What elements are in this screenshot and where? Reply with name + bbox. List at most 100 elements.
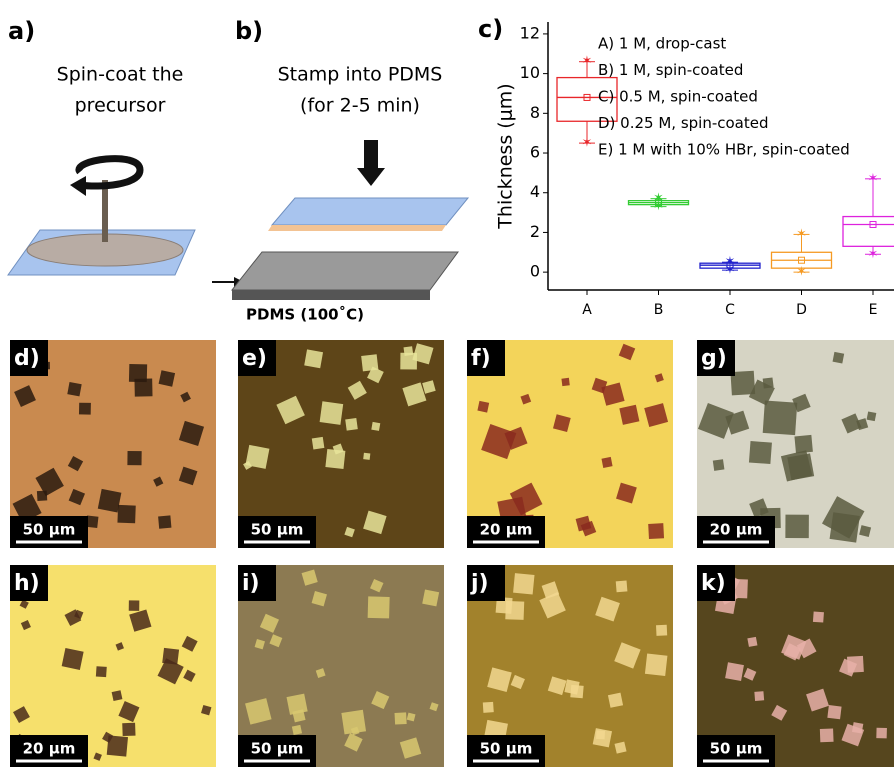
scale-label: 20 μm	[480, 521, 533, 539]
crystal	[477, 401, 489, 413]
crystal	[830, 512, 860, 542]
crystal	[395, 712, 407, 724]
crystal	[129, 600, 140, 611]
y-tick-label: 2	[530, 222, 540, 241]
y-tick-label: 4	[530, 182, 540, 201]
crystal	[645, 654, 668, 677]
crystal	[363, 453, 370, 460]
x-tick-label: E	[869, 302, 878, 318]
crystal	[754, 691, 764, 701]
crystal	[112, 690, 123, 701]
precursor-layer	[268, 225, 446, 231]
crystal	[593, 728, 612, 747]
scale-label: 20 μm	[710, 521, 763, 539]
outlier-mark: ✶	[868, 171, 879, 186]
crystal	[867, 411, 877, 421]
crystal	[787, 453, 814, 480]
scale-label: 50 μm	[251, 521, 304, 539]
x-tick-label: A	[582, 302, 592, 318]
crystal	[513, 573, 534, 594]
crystal	[749, 441, 772, 464]
panel-label: a)	[8, 17, 35, 45]
crystal	[162, 648, 179, 665]
scale-label: 50 μm	[480, 740, 533, 758]
crystal	[341, 710, 366, 735]
panel-label: e)	[242, 346, 267, 371]
x-tick-label: C	[725, 302, 735, 318]
panel-label: k)	[701, 571, 726, 596]
caption: Stamp into PDMS	[278, 64, 443, 86]
crystal	[127, 451, 141, 465]
crystal	[561, 378, 569, 386]
crystal	[747, 637, 757, 647]
crystal	[96, 666, 107, 677]
panel-label: f)	[471, 346, 491, 371]
pdms-edge	[232, 290, 430, 300]
outlier-mark: ✶	[582, 136, 593, 151]
outlier-mark: ✶	[582, 54, 593, 69]
caption: (for 2-5 min)	[300, 95, 420, 117]
crystal	[570, 685, 583, 698]
panel-label: j)	[470, 571, 489, 596]
legend-entry: D) 0.25 M, spin-coated	[598, 114, 769, 132]
crystal	[648, 523, 664, 539]
crystal	[616, 581, 628, 593]
outlier-mark: ✶	[796, 227, 807, 242]
stamp-layer	[272, 198, 468, 225]
crystal	[876, 728, 887, 739]
x-tick-label: D	[796, 302, 807, 318]
crystal	[159, 370, 175, 386]
rotation-arrow	[79, 159, 140, 186]
crystal	[345, 418, 358, 431]
x-tick-label: B	[654, 302, 664, 318]
crystal	[158, 515, 171, 528]
crystal	[304, 349, 323, 368]
panel-label: i)	[242, 571, 260, 596]
crystal	[852, 722, 863, 733]
crystal	[122, 723, 135, 736]
outlier-mark: ✶	[653, 199, 664, 214]
crystal	[79, 403, 91, 415]
legend-entry: E) 1 M with 10% HBr, spin-coated	[598, 141, 850, 159]
crystal	[422, 589, 439, 606]
crystal	[320, 401, 344, 425]
crystal	[292, 725, 302, 735]
legend-entry: A) 1 M, drop-cast	[598, 35, 726, 53]
press-arrow	[364, 140, 378, 170]
y-tick-label: 10	[520, 63, 540, 82]
arrowhead	[357, 168, 385, 186]
crystal	[813, 612, 824, 623]
crystal	[763, 377, 774, 388]
box	[843, 217, 894, 247]
outlier-mark: ✶	[868, 247, 879, 262]
crystal	[601, 457, 612, 468]
y-tick-label: 8	[530, 103, 540, 122]
y-tick-label: 12	[520, 23, 540, 42]
figure: a) Spin-coat the precursor b) Stamp into…	[0, 0, 894, 767]
crystal	[794, 435, 812, 453]
crystal	[117, 505, 135, 523]
crystal	[656, 625, 667, 636]
crystal	[312, 437, 325, 450]
scale-label: 50 μm	[251, 740, 304, 758]
crystal	[713, 459, 725, 471]
scale-label: 20 μm	[23, 740, 76, 758]
crystal	[62, 648, 84, 670]
outlier-mark: ✶	[796, 265, 807, 280]
pdms	[232, 252, 458, 290]
crystal	[827, 705, 841, 719]
pdms-label: PDMS (100˚C)	[246, 306, 364, 324]
crystal	[833, 352, 845, 364]
crystal	[371, 422, 380, 431]
crystal	[107, 735, 128, 756]
panel-label: b)	[235, 17, 263, 45]
caption: Spin-coat the	[57, 64, 184, 86]
panel-label: h)	[14, 571, 40, 596]
crystal	[98, 489, 122, 513]
legend-entry: B) 1 M, spin-coated	[598, 61, 743, 79]
panel-label: d)	[14, 346, 40, 371]
crystal	[763, 401, 798, 436]
crystal	[725, 662, 744, 681]
crystal	[483, 702, 494, 713]
caption: precursor	[75, 95, 166, 117]
